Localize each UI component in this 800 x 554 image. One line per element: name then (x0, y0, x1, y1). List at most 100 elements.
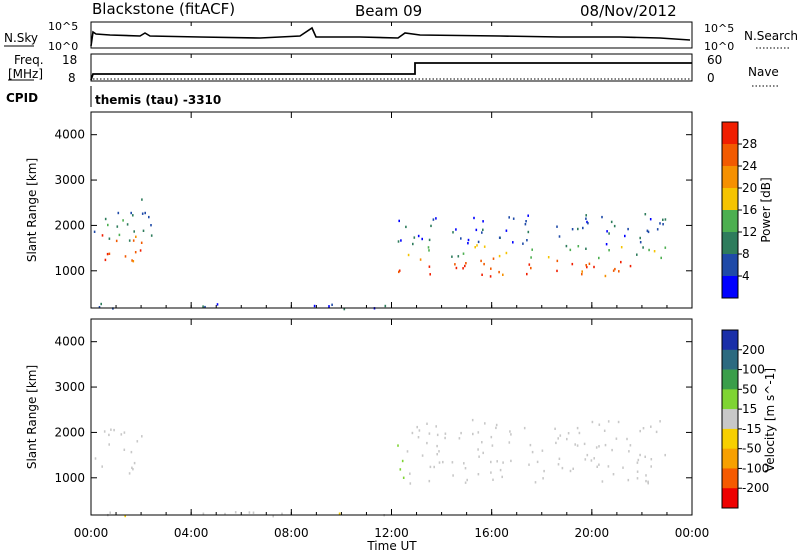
data-cell (571, 262, 574, 266)
data-cell (528, 263, 531, 266)
data-cell (331, 303, 333, 306)
colorbar-tick-label: 28 (742, 137, 757, 151)
y-tick-label: 1000 (54, 471, 85, 485)
data-cell (510, 433, 512, 436)
data-cell (598, 423, 601, 426)
data-cell (140, 241, 143, 244)
data-cell (576, 426, 579, 430)
data-cell (639, 241, 642, 244)
cpid-text: themis (tau) -3310 (95, 93, 221, 107)
data-cell (660, 256, 662, 260)
data-cell (495, 423, 498, 427)
data-cell (428, 432, 431, 435)
data-cell (482, 228, 484, 231)
data-cell (442, 460, 444, 464)
colorbar-segment (722, 409, 738, 430)
nave-tick-bottom: 0 (707, 71, 715, 85)
colorbar-tick-label: -15 (742, 422, 762, 436)
nsearch-label: N.Search (744, 29, 798, 43)
data-cell (639, 236, 641, 240)
data-cell (464, 467, 467, 470)
y-tick-label: 1000 (54, 264, 85, 278)
data-cell (608, 249, 610, 252)
station-title: Blackstone (fitACF) (92, 0, 235, 18)
data-cell (556, 269, 558, 273)
data-cell (524, 223, 527, 226)
data-cell (566, 437, 568, 441)
data-cell (343, 307, 346, 311)
data-cell (427, 246, 430, 249)
data-cell (451, 255, 453, 258)
time-axis-label: Time UT (366, 539, 417, 553)
data-cell (113, 428, 115, 432)
data-cell (397, 240, 400, 243)
data-cell (647, 482, 649, 485)
data-cell (557, 463, 560, 466)
data-cell (502, 461, 504, 464)
nave-label: Nave (748, 65, 779, 79)
noise-right-tick-top: 10^5 (704, 22, 734, 35)
data-cell (123, 431, 126, 434)
data-cell (438, 450, 440, 453)
data-cell (556, 259, 559, 263)
freq-label-2: [MHz] (8, 67, 43, 81)
noise-panel: N.Sky 10^5 10^0 10^5 10^0 N.Search (4, 20, 798, 53)
data-cell (581, 270, 583, 273)
data-cell (126, 223, 129, 226)
data-cell (133, 461, 136, 465)
data-cell (418, 429, 421, 432)
data-cell (607, 420, 610, 423)
data-cell (595, 446, 598, 449)
velocity-colorbar: 200 100 50 15 -15 -50 -100 -200 (721, 329, 769, 509)
data-cell (662, 218, 664, 221)
data-cell (457, 255, 460, 258)
data-cell (108, 433, 110, 437)
data-cell (124, 255, 127, 258)
x-tick-label: 04:00 (174, 526, 209, 540)
data-cell (398, 219, 400, 223)
data-cell (100, 302, 102, 306)
data-cell (104, 258, 107, 262)
data-cell (588, 262, 591, 265)
data-cell (572, 467, 574, 470)
data-cell (492, 257, 495, 260)
data-cell (664, 453, 666, 457)
data-cell (462, 267, 464, 270)
data-cell (466, 478, 468, 482)
colorbar-segment (722, 330, 738, 351)
data-cell (557, 437, 559, 440)
cpid-label: CPID (6, 91, 38, 105)
data-cell (590, 459, 593, 462)
data-cell (464, 264, 466, 268)
data-cell (252, 511, 255, 514)
data-cell (133, 230, 135, 233)
data-cell (612, 473, 615, 476)
data-cell (622, 466, 624, 469)
data-cell (472, 432, 474, 436)
data-cell (510, 459, 512, 463)
data-cell (433, 465, 435, 469)
colorbar-tick-label: 200 (742, 343, 765, 357)
beam-title: Beam 09 (355, 2, 422, 20)
data-cell (498, 270, 500, 274)
data-cell (576, 444, 579, 447)
data-cell (132, 260, 135, 263)
data-cell (655, 430, 658, 434)
data-cell (454, 263, 456, 266)
data-cell (636, 461, 639, 464)
data-cell (646, 229, 649, 232)
data-cell (526, 239, 528, 242)
data-cell (104, 217, 107, 221)
data-cell (490, 267, 492, 270)
data-cell (150, 234, 153, 237)
data-cell (481, 231, 483, 234)
data-cell (464, 481, 467, 484)
power-panel: 1000 2000 3000 4000 Slant Range [km] 4 8 12 16… (25, 111, 773, 311)
data-cell (598, 463, 600, 466)
data-cell (501, 475, 503, 479)
data-cell (610, 220, 613, 224)
data-cell (534, 481, 537, 484)
data-cell (409, 472, 411, 475)
data-cell (108, 237, 111, 240)
data-cell (429, 465, 432, 469)
